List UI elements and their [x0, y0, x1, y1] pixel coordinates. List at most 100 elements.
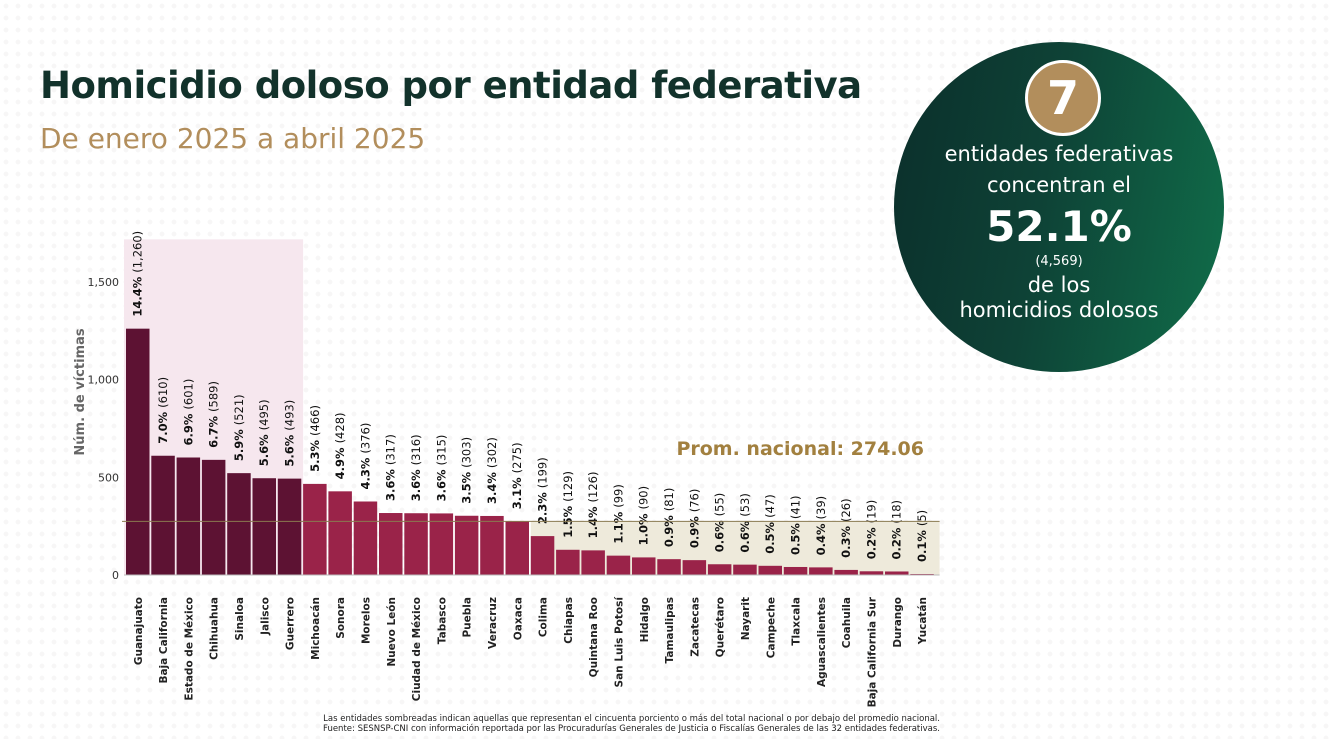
- x-tick-label: Chiapas: [563, 597, 575, 644]
- bar-22: [682, 560, 707, 575]
- bar-10: [379, 513, 403, 575]
- summary-total: (4,569): [1035, 254, 1083, 269]
- x-tick-label: Tlaxcala: [791, 597, 803, 646]
- x-tick-label: Zacatecas: [689, 597, 701, 657]
- footnote-line-1: Las entidades sombreadas indican aquella…: [323, 714, 940, 724]
- bar-29: [859, 571, 884, 575]
- y-tick-label: 1,500: [88, 276, 120, 289]
- bar-value-label: 2.3% (199): [536, 457, 550, 524]
- y-axis-label: Núm. de víctimas: [73, 328, 88, 455]
- bar-9: [353, 501, 378, 575]
- x-tick-label: Morelos: [360, 597, 372, 644]
- summary-count-badge: 7: [1025, 60, 1101, 136]
- x-tick-label: Tabasco: [436, 597, 448, 644]
- bar-value-label: 3.4% (302): [485, 437, 499, 504]
- bar-value-label: 0.9% (81): [662, 488, 676, 548]
- x-tick-label: Campeche: [765, 597, 777, 658]
- bar-6: [277, 478, 302, 575]
- bar-12: [429, 513, 454, 575]
- summary-percent: 52.1%: [986, 202, 1132, 251]
- x-tick-label: Baja California: [158, 597, 170, 684]
- bar-value-label: 3.6% (316): [409, 434, 423, 501]
- x-tick-label: Michoacán: [310, 597, 322, 660]
- summary-line-4: homicidios dolosos: [959, 298, 1159, 322]
- bar-value-label: 1.0% (90): [637, 486, 651, 546]
- bar-value-label: 3.6% (315): [434, 435, 448, 502]
- bar-value-label: 14.4% (1,260): [131, 231, 145, 317]
- bar-23: [707, 564, 732, 575]
- x-tick-label: Quintana Roo: [588, 597, 600, 677]
- bar-21: [657, 559, 681, 575]
- bar-value-label: 0.6% (53): [738, 493, 752, 553]
- bar-value-label: 4.3% (376): [358, 423, 372, 490]
- bar-5: [252, 478, 276, 575]
- page-title: Homicidio doloso por entidad federativa: [40, 64, 862, 107]
- x-tick-label: Guerrero: [285, 597, 297, 650]
- footnote: Las entidades sombreadas indican aquella…: [200, 714, 940, 734]
- bar-17: [556, 549, 580, 575]
- y-tick-label: 500: [98, 471, 119, 484]
- bar-19: [606, 555, 631, 575]
- summary-line-2: concentran el: [987, 173, 1131, 197]
- x-tick-label: Colima: [538, 597, 550, 637]
- bar-value-label: 1.5% (129): [561, 471, 575, 538]
- bar-30: [885, 571, 909, 575]
- bar-24: [733, 564, 757, 575]
- bar-value-label: 1.1% (99): [611, 484, 625, 544]
- bar-value-label: 0.1% (5): [915, 510, 929, 562]
- bar-value-label: 0.6% (55): [713, 493, 727, 553]
- x-tick-label: Nayarit: [740, 597, 752, 640]
- bar-8: [328, 491, 352, 575]
- y-tick-label: 1,000: [88, 374, 120, 387]
- bar-value-label: 5.6% (495): [257, 399, 271, 466]
- x-tick-label: Veracruz: [487, 597, 499, 649]
- bar-value-label: 0.5% (47): [763, 494, 777, 554]
- bar-7: [303, 483, 327, 575]
- bar-value-label: 0.4% (39): [814, 496, 828, 556]
- bar-value-label: 6.7% (589): [207, 381, 221, 448]
- bar-11: [404, 513, 428, 575]
- footnote-line-2: Fuente: SESNSP-CNI con información repor…: [323, 724, 940, 734]
- bar-15: [505, 521, 529, 575]
- x-tick-label: Sonora: [335, 597, 347, 639]
- bar-value-label: 3.5% (303): [460, 437, 474, 504]
- bar-2: [176, 457, 201, 575]
- page-subtitle: De enero 2025 a abril 2025: [40, 122, 426, 155]
- x-tick-label: Chihuahua: [209, 597, 221, 660]
- bar-13: [454, 515, 479, 575]
- x-tick-label: Baja California Sur: [866, 596, 878, 707]
- summary-line-3: de los: [1027, 273, 1091, 297]
- bar-0: [126, 328, 150, 575]
- bar-value-label: 0.2% (19): [864, 500, 878, 560]
- bar-18: [581, 550, 605, 575]
- bar-value-label: 0.9% (76): [687, 489, 701, 549]
- x-tick-label: Querétaro: [715, 597, 727, 657]
- bar-1: [151, 455, 175, 575]
- x-tick-label: Nuevo León: [386, 597, 398, 667]
- bar-20: [632, 557, 656, 575]
- x-tick-label: Jalisco: [259, 597, 271, 636]
- bar-value-label: 5.9% (521): [232, 394, 246, 461]
- x-tick-label: Guanajuato: [133, 597, 145, 665]
- bar-value-label: 0.3% (26): [839, 498, 853, 558]
- summary-line-1: entidades federativas: [944, 142, 1174, 166]
- bar-26: [783, 566, 808, 575]
- bar-value-label: 3.6% (317): [384, 434, 398, 501]
- bar-3: [201, 459, 226, 575]
- x-tick-label: Tamaulipas: [664, 597, 676, 663]
- bar-value-label: 0.2% (18): [890, 500, 904, 560]
- bar-value-label: 7.0% (610): [156, 377, 170, 444]
- x-tick-label: Puebla: [462, 597, 474, 638]
- average-label: Prom. nacional: 274.06: [676, 438, 924, 460]
- bar-14: [480, 515, 504, 575]
- x-tick-label: Hidalgo: [639, 597, 651, 642]
- bar-value-label: 5.6% (493): [283, 400, 297, 467]
- bar-value-label: 3.1% (275): [510, 442, 524, 509]
- bar-28: [834, 569, 858, 575]
- bar-27: [809, 567, 833, 575]
- x-tick-label: Sinaloa: [234, 597, 246, 641]
- bar-value-label: 4.9% (428): [333, 412, 347, 479]
- x-tick-label: Ciudad de México: [411, 597, 423, 701]
- x-tick-label: San Luis Potosí: [613, 596, 625, 688]
